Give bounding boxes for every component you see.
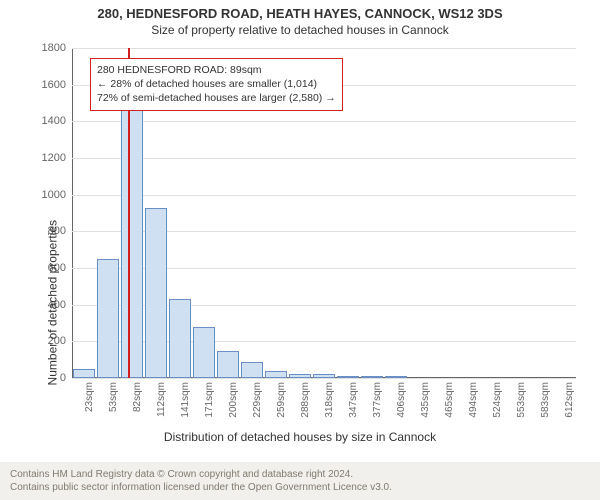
x-tick-label: 553sqm xyxy=(516,382,527,418)
bar xyxy=(337,376,359,378)
x-tick-label: 465sqm xyxy=(444,382,455,418)
page-title: 280, HEDNESFORD ROAD, HEATH HAYES, CANNO… xyxy=(0,6,600,21)
bar xyxy=(73,369,95,378)
bar xyxy=(265,371,287,378)
footer-line: Contains public sector information licen… xyxy=(10,481,590,494)
x-tick-label: 259sqm xyxy=(276,382,287,418)
bar xyxy=(121,81,143,378)
bar xyxy=(361,376,383,378)
gridline xyxy=(72,378,576,379)
bar xyxy=(145,208,167,379)
x-tick-label: 53sqm xyxy=(108,382,119,412)
y-tick-label: 1400 xyxy=(42,115,72,127)
x-tick-label: 524sqm xyxy=(492,382,503,418)
info-line: 72% of semi-detached houses are larger (… xyxy=(97,91,336,105)
x-axis-title: Distribution of detached houses by size … xyxy=(0,430,600,444)
gridline xyxy=(72,195,576,196)
x-tick-label: 347sqm xyxy=(348,382,359,418)
info-line: ← 28% of detached houses are smaller (1,… xyxy=(97,77,336,91)
bar xyxy=(217,351,239,379)
bar xyxy=(169,299,191,378)
bar xyxy=(193,327,215,378)
gridline xyxy=(72,48,576,49)
y-tick-label: 1000 xyxy=(42,189,72,201)
footer-line: Contains HM Land Registry data © Crown c… xyxy=(10,468,590,481)
gridline xyxy=(72,121,576,122)
x-tick-label: 141sqm xyxy=(180,382,191,418)
bar xyxy=(313,374,335,378)
bar xyxy=(289,374,311,378)
x-tick-label: 82sqm xyxy=(132,382,143,412)
y-tick-label: 1200 xyxy=(42,152,72,164)
x-tick-label: 318sqm xyxy=(324,382,335,418)
info-box: 280 HEDNESFORD ROAD: 89sqm ← 28% of deta… xyxy=(90,58,343,111)
footer: Contains HM Land Registry data © Crown c… xyxy=(0,462,600,500)
x-tick-label: 406sqm xyxy=(396,382,407,418)
x-tick-label: 112sqm xyxy=(156,382,167,417)
x-tick-label: 435sqm xyxy=(420,382,431,418)
page-subtitle: Size of property relative to detached ho… xyxy=(0,23,600,37)
x-tick-label: 288sqm xyxy=(300,382,311,418)
info-line: 280 HEDNESFORD ROAD: 89sqm xyxy=(97,63,336,77)
x-tick-label: 612sqm xyxy=(564,382,575,418)
y-axis-line xyxy=(72,48,73,378)
bar xyxy=(97,259,119,378)
x-tick-label: 494sqm xyxy=(468,382,479,418)
x-tick-label: 171sqm xyxy=(204,382,215,418)
x-tick-label: 229sqm xyxy=(252,382,263,418)
x-tick-label: 583sqm xyxy=(540,382,551,418)
x-tick-label: 200sqm xyxy=(228,382,239,418)
bar xyxy=(385,376,407,378)
x-tick-label: 23sqm xyxy=(84,382,95,412)
y-axis-title: Number of detached properties xyxy=(45,220,59,385)
y-tick-label: 1800 xyxy=(42,42,72,54)
x-tick-label: 377sqm xyxy=(372,382,383,418)
gridline xyxy=(72,158,576,159)
y-tick-label: 0 xyxy=(60,372,72,384)
bar xyxy=(241,362,263,379)
y-tick-label: 1600 xyxy=(42,79,72,91)
